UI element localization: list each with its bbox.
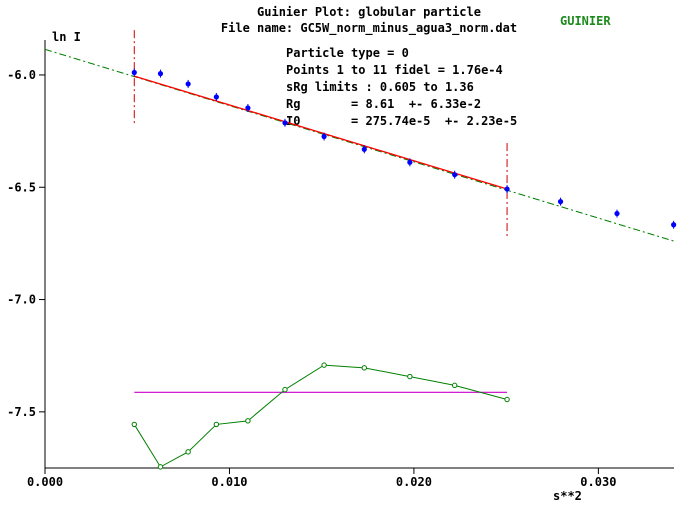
data-point-8 — [407, 159, 413, 165]
info-i0: I0 = 275.74e-5 +- 2.23e-5 — [286, 114, 517, 128]
data-point-5 — [282, 120, 288, 126]
y-tick-label-0: -6.0 — [7, 68, 36, 82]
data-point-12 — [614, 210, 620, 217]
fit-line — [134, 75, 508, 190]
data-point-9 — [452, 172, 458, 178]
residual-point-7 — [361, 365, 367, 371]
y-tick-label-1: -6.5 — [7, 180, 36, 194]
data-point-series — [131, 68, 677, 229]
x-tick-label-1: 0.010 — [211, 475, 247, 489]
x-tick-label-3: 0.030 — [580, 475, 616, 489]
data-point-7 — [361, 146, 367, 152]
residual-point-2 — [185, 449, 191, 455]
y-tick-label-3: -7.5 — [7, 405, 36, 419]
y-axis-label: ln I — [52, 30, 81, 44]
data-point-1 — [157, 71, 164, 77]
data-point-11 — [557, 199, 564, 205]
residual-point-10 — [504, 396, 510, 403]
axes — [44, 40, 674, 469]
data-point-10 — [504, 186, 510, 192]
data-point-2 — [185, 81, 191, 87]
residual-point-1 — [157, 464, 164, 470]
info-rg: Rg = 8.61 +- 6.33e-2 — [286, 97, 481, 111]
data-point-6 — [321, 133, 327, 140]
info-points: Points 1 to 11 fidel = 1.76e-4 — [286, 63, 503, 77]
mode-badge: GUINIER — [560, 14, 611, 28]
y-tick-label-2: -7.0 — [7, 293, 36, 307]
x-axis-label: s**2 — [553, 489, 582, 503]
residual-series — [131, 362, 510, 470]
x-tick-label-2: 0.020 — [396, 475, 432, 489]
residual-point-6 — [321, 362, 327, 368]
file-name-line: File name: GC5W_norm_minus_agua3_norm.da… — [221, 21, 517, 36]
chart-title: Guinier Plot: globular particle — [257, 5, 481, 19]
fit-series — [134, 75, 508, 190]
data-point-13 — [671, 222, 677, 228]
axis-ticks: 0.000 0.010 0.020 0.030 -6.0 -6.5 -7.0 -7.5 — [7, 68, 616, 489]
data-point-0 — [131, 69, 137, 76]
residual-point-8 — [407, 373, 413, 380]
residual-point-4 — [245, 418, 251, 424]
x-tick-label-0: 0.000 — [27, 475, 63, 489]
residual-point-0 — [131, 421, 137, 428]
data-point-3 — [213, 94, 219, 100]
fit-limit-markers — [133, 30, 508, 240]
info-particle-type: Particle type = 0 — [286, 46, 409, 60]
residual-point-5 — [282, 386, 288, 393]
data-point-4 — [245, 105, 251, 111]
residual-point-3 — [213, 421, 220, 428]
residual-point-9 — [451, 382, 458, 389]
info-srg-limits: sRg limits : 0.605 to 1.36 — [286, 80, 474, 94]
